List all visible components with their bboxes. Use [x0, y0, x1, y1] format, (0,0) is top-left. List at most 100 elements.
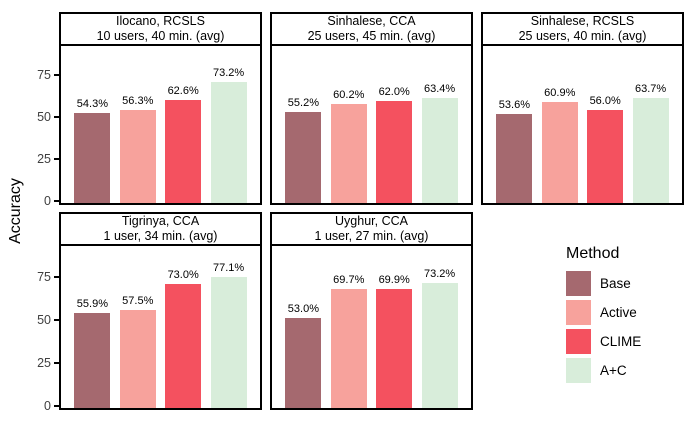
bar-base	[285, 317, 322, 408]
tick-mark	[54, 361, 59, 364]
bar-clime	[376, 288, 413, 408]
bar-value-label: 60.2%	[333, 88, 365, 101]
legend-swatch-base	[566, 271, 591, 296]
y-tick-50: 50	[37, 313, 59, 327]
legend-item-clime: CLIME	[566, 329, 641, 354]
y-tick-label: 0	[44, 194, 51, 208]
bar-value-label: 53.6%	[498, 99, 530, 112]
legend-swatch-active	[566, 300, 591, 325]
legend-label: Base	[600, 276, 631, 291]
tick-mark	[54, 158, 59, 161]
facet-title-line2: 25 users, 45 min. (avg)	[307, 29, 436, 43]
facet-panel-uyghur-cca: Uyghur, CCA 1 user, 27 min. (avg) 53.0% …	[270, 212, 473, 410]
facet-title-line2: 1 user, 27 min. (avg)	[314, 229, 429, 243]
bar-clime	[587, 110, 624, 203]
bar-slot: 53.6%	[496, 46, 533, 203]
y-tick-75: 75	[37, 68, 59, 82]
facet-panel-tigrinya-cca: Tigrinya, CCA 1 user, 34 min. (avg) 55.9…	[59, 212, 262, 410]
y-axis-ticks-top: 75 50 25 0	[19, 44, 59, 208]
y-tick-label: 50	[37, 312, 51, 327]
bar-value-label: 55.2%	[287, 96, 319, 109]
bar-value-label: 77.1%	[212, 261, 245, 274]
y-tick-25: 25	[37, 356, 59, 370]
bar-value-label: 60.9%	[544, 87, 576, 100]
bar-value-label: 56.0%	[589, 95, 621, 108]
bar-value-label: 69.9%	[378, 273, 410, 286]
bar-slot: 60.2%	[330, 46, 367, 203]
bar-value-label: 63.7%	[634, 82, 667, 95]
bar-slot: 73.0%	[165, 246, 202, 408]
bar-value-label: 62.6%	[167, 84, 199, 97]
facet-title: Uyghur, CCA 1 user, 27 min. (avg)	[272, 214, 471, 246]
facet-title-line1: Sinhalese, RCSLS	[530, 14, 635, 28]
bar-aplusc	[632, 97, 669, 203]
bar-value-label: 73.2%	[212, 67, 245, 80]
bar-value-label: 53.0%	[287, 302, 319, 315]
plot-area: 55.9% 57.5% 73.0% 77.1%	[61, 246, 260, 408]
tick-mark	[54, 318, 59, 321]
bar-aplusc	[421, 98, 458, 203]
y-tick-label: 25	[37, 152, 51, 167]
facet-title: Sinhalese, CCA 25 users, 45 min. (avg)	[272, 14, 471, 46]
bar-slot: 57.5%	[119, 246, 156, 408]
bar-active	[119, 309, 156, 408]
plot-area: 54.3% 56.3% 62.6% 73.2%	[61, 46, 260, 203]
facet-title: Ilocano, RCSLS 10 users, 40 min. (avg)	[61, 14, 260, 46]
bar-base	[496, 114, 533, 203]
facet-panel-sinhalese-cca: Sinhalese, CCA 25 users, 45 min. (avg) 5…	[270, 12, 473, 205]
tick-mark	[54, 405, 59, 407]
bar-slot: 60.9%	[541, 46, 578, 203]
legend-item-base: Base	[566, 271, 641, 296]
bar-value-label: 55.9%	[76, 297, 108, 310]
y-tick-label: 25	[37, 355, 51, 370]
tick-mark	[54, 275, 59, 278]
bar-slot: 69.7%	[330, 246, 367, 408]
bar-value-label: 73.0%	[167, 268, 199, 281]
bar-slot: 62.0%	[376, 46, 413, 203]
legend-label: CLIME	[600, 334, 642, 349]
plot-area: 55.2% 60.2% 62.0% 63.4%	[272, 46, 471, 203]
y-tick-0: 0	[44, 194, 59, 208]
facet-panel-sinhalese-rcsls: Sinhalese, RCSLS 25 users, 40 min. (avg)…	[481, 12, 684, 205]
bar-active	[541, 102, 578, 203]
y-tick-label: 75	[37, 269, 51, 284]
facet-title: Sinhalese, RCSLS 25 users, 40 min. (avg)	[483, 14, 682, 46]
bar-slot: 56.3%	[119, 46, 156, 203]
facet-title-line2: 10 users, 40 min. (avg)	[96, 29, 225, 43]
bar-base	[74, 113, 111, 203]
legend-item-aplusc: A+C	[566, 358, 641, 383]
facet-row-top: 75 50 25 0 Ilocano, RCSLS 10 users, 40 m…	[37, 12, 684, 208]
bar-clime	[376, 100, 413, 203]
bar-active	[330, 103, 367, 203]
plot-area: 53.0% 69.7% 69.9% 73.2%	[272, 246, 471, 408]
facet-title-line1: Ilocano, RCSLS	[116, 14, 205, 28]
y-tick-label: 75	[37, 68, 51, 83]
legend-label: A+C	[600, 363, 627, 378]
bar-base	[285, 111, 322, 203]
bar-slot: 53.0%	[285, 246, 322, 408]
facet-title-line1: Sinhalese, CCA	[327, 14, 416, 28]
legend-title: Method	[566, 245, 620, 262]
tick-mark	[54, 116, 59, 119]
y-tick-50: 50	[37, 110, 59, 124]
y-tick-label: 50	[37, 110, 51, 125]
legend-swatch-clime	[566, 329, 591, 354]
bar-slot: 55.9%	[74, 246, 111, 408]
bar-slot: 73.2%	[210, 46, 247, 203]
y-tick-0: 0	[44, 399, 59, 413]
tick-mark	[54, 74, 59, 77]
bar-value-label: 63.4%	[423, 83, 456, 96]
bar-value-label: 73.2%	[423, 268, 456, 281]
bar-slot: 62.6%	[165, 46, 202, 203]
facet-title: Tigrinya, CCA 1 user, 34 min. (avg)	[61, 214, 260, 246]
bar-value-label: 57.5%	[122, 294, 154, 307]
bar-slot: 56.0%	[587, 46, 624, 203]
legend-swatch-aplusc	[566, 358, 591, 383]
y-axis-ticks-bottom: 75 50 25 0	[19, 244, 59, 413]
legend-label: Active	[600, 305, 637, 320]
bar-slot: 63.7%	[632, 46, 669, 203]
y-tick-75: 75	[37, 270, 59, 284]
facet-title-line1: Uyghur, CCA	[335, 214, 408, 228]
facet-row-bottom: 75 50 25 0 Tigrinya, CCA 1 user, 34 min.…	[37, 212, 684, 413]
